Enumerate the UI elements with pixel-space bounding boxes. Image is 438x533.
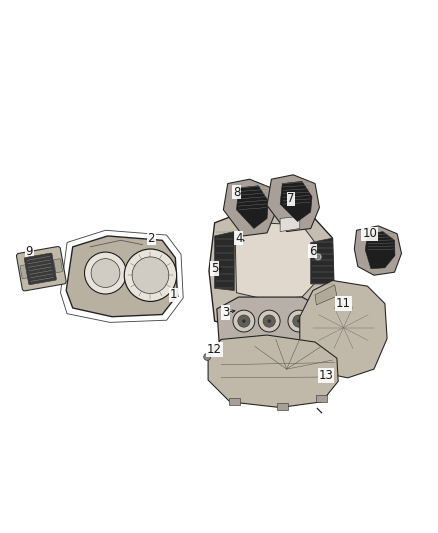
Text: 12: 12 bbox=[207, 343, 222, 356]
Circle shape bbox=[91, 259, 120, 287]
Polygon shape bbox=[223, 179, 276, 236]
Text: 4: 4 bbox=[235, 232, 242, 245]
Polygon shape bbox=[354, 226, 402, 275]
Circle shape bbox=[258, 310, 280, 332]
Circle shape bbox=[238, 315, 250, 327]
Polygon shape bbox=[280, 216, 300, 231]
Circle shape bbox=[242, 319, 246, 323]
Polygon shape bbox=[66, 236, 177, 317]
Circle shape bbox=[293, 315, 305, 327]
FancyBboxPatch shape bbox=[54, 259, 63, 273]
Polygon shape bbox=[365, 231, 395, 269]
Text: 7: 7 bbox=[287, 192, 295, 205]
Polygon shape bbox=[267, 175, 319, 231]
Circle shape bbox=[296, 306, 312, 322]
Text: 5: 5 bbox=[211, 262, 218, 275]
Circle shape bbox=[233, 310, 255, 332]
Polygon shape bbox=[280, 181, 312, 222]
Circle shape bbox=[204, 353, 211, 360]
Text: 10: 10 bbox=[362, 227, 377, 240]
Polygon shape bbox=[208, 335, 338, 408]
Circle shape bbox=[275, 306, 290, 322]
FancyBboxPatch shape bbox=[20, 265, 29, 279]
Polygon shape bbox=[215, 231, 234, 290]
Text: 3: 3 bbox=[222, 306, 229, 319]
Text: 6: 6 bbox=[309, 245, 317, 258]
Circle shape bbox=[132, 257, 169, 294]
Polygon shape bbox=[235, 223, 315, 299]
Text: 9: 9 bbox=[25, 245, 33, 258]
FancyBboxPatch shape bbox=[17, 246, 66, 291]
Circle shape bbox=[248, 306, 264, 322]
Circle shape bbox=[288, 310, 310, 332]
Circle shape bbox=[124, 249, 177, 302]
Text: 2: 2 bbox=[148, 232, 155, 245]
Circle shape bbox=[314, 253, 322, 261]
Text: 13: 13 bbox=[318, 369, 333, 382]
Polygon shape bbox=[311, 238, 334, 284]
FancyBboxPatch shape bbox=[24, 253, 57, 285]
Text: 1: 1 bbox=[170, 288, 177, 301]
Bar bbox=[229, 398, 240, 405]
Circle shape bbox=[268, 319, 271, 323]
Circle shape bbox=[316, 255, 320, 259]
Polygon shape bbox=[217, 297, 326, 346]
Polygon shape bbox=[300, 280, 387, 378]
Circle shape bbox=[263, 315, 276, 327]
Polygon shape bbox=[209, 212, 334, 330]
Circle shape bbox=[85, 252, 127, 294]
Polygon shape bbox=[237, 185, 268, 229]
Circle shape bbox=[297, 319, 300, 323]
Bar bbox=[277, 403, 288, 410]
Text: 8: 8 bbox=[233, 186, 240, 199]
Bar bbox=[316, 395, 327, 402]
Polygon shape bbox=[315, 285, 337, 305]
Text: 11: 11 bbox=[336, 297, 351, 310]
